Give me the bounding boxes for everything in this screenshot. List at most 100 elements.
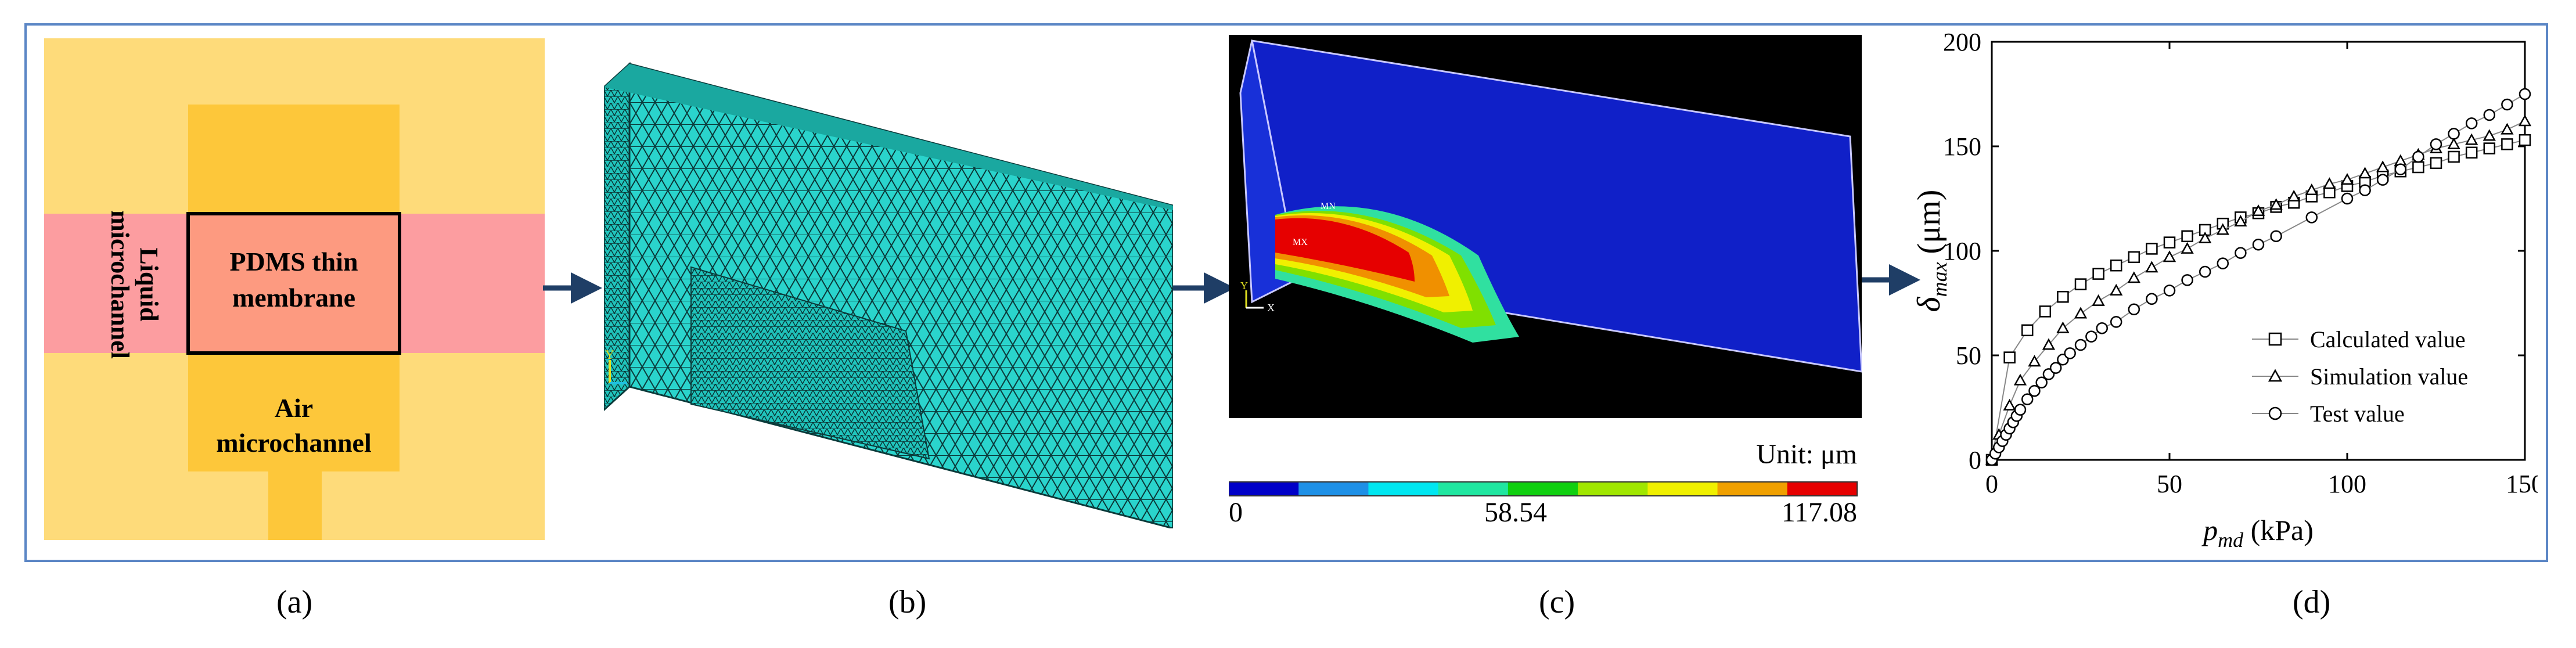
- data-point-square: [2483, 142, 2496, 154]
- triad-icon: Y: [605, 347, 627, 384]
- data-point-circle: [2181, 274, 2193, 286]
- data-point-circle: [2199, 265, 2211, 278]
- air-label-line1: Air: [275, 393, 313, 423]
- data-point-triangle: [2501, 123, 2514, 135]
- data-point-triangle: [2056, 321, 2070, 333]
- pdms-membrane-box: [186, 212, 401, 355]
- data-point-square: [2128, 251, 2140, 264]
- data-point-circle: [2341, 192, 2354, 205]
- series-line: [1991, 93, 2525, 460]
- data-point-square: [2519, 134, 2531, 146]
- panel-c-contour: MN MX Y X Unit: μm 0 58.54 117.08: [1228, 35, 1863, 546]
- data-point-triangle: [2358, 167, 2372, 179]
- data-point-circle: [2394, 163, 2407, 175]
- data-point-square: [2003, 351, 2016, 363]
- data-point-triangle: [2110, 283, 2123, 296]
- liquid-label-line2: microchannel: [106, 210, 134, 359]
- data-point-triangle: [2013, 373, 2027, 386]
- data-point-circle: [2085, 330, 2098, 343]
- x-tick-label: 50: [2157, 470, 2182, 498]
- data-point-square: [2021, 324, 2034, 337]
- x-tick-label: 0: [1985, 470, 1998, 498]
- series-line: [1991, 139, 2525, 460]
- data-point-circle: [2465, 117, 2478, 129]
- data-point-circle: [2110, 316, 2122, 328]
- data-point-square: [2412, 161, 2424, 174]
- overlap-region: [188, 214, 400, 353]
- data-point-square: [2074, 278, 2087, 290]
- y-tick-label: 200: [1943, 28, 1981, 56]
- data-point-triangle: [2216, 223, 2229, 235]
- liquid-label-line1: Liquid: [135, 247, 163, 321]
- data-point-triangle: [2127, 271, 2140, 283]
- mx-marker: MX: [1293, 237, 1308, 247]
- data-point-triangle: [2340, 173, 2354, 185]
- x-axis-label: pmd (kPa): [2201, 514, 2314, 552]
- data-point-circle: [2448, 128, 2460, 140]
- data-point-triangle: [2518, 114, 2532, 127]
- series-triangle: [1985, 114, 2532, 465]
- mesh-refined-region: [690, 266, 930, 460]
- scale-mid-label: 58.54: [1484, 497, 1547, 528]
- panel-b-mesh: Y: [604, 62, 1173, 528]
- data-point-square: [2268, 332, 2282, 346]
- legend-entry: Calculated value: [2310, 326, 2466, 352]
- color-scale-bar: [1228, 481, 1858, 496]
- data-point-circle: [2412, 150, 2424, 163]
- data-point-circle: [2021, 393, 2034, 405]
- data-point-circle: [2270, 230, 2282, 243]
- data-point-circle: [2074, 339, 2087, 351]
- deformation-contour: [1275, 206, 1519, 343]
- data-point-triangle: [2376, 160, 2390, 172]
- data-point-triangle: [2181, 242, 2194, 254]
- series-circle: [1985, 88, 2531, 466]
- data-point-circle: [2146, 293, 2158, 305]
- y-tick-label: 150: [1943, 132, 1981, 161]
- data-point-circle: [2014, 404, 2027, 416]
- color-scale-swatch: [1508, 482, 1578, 496]
- data-point-square: [2181, 230, 2193, 243]
- data-point-triangle: [2305, 183, 2318, 196]
- data-point-circle: [2049, 362, 2062, 374]
- plot-frame: [1991, 41, 2526, 461]
- membrane-label-line1: PDMS thin: [229, 247, 358, 276]
- y-axis-label: δmax (μm): [1911, 190, 1951, 312]
- data-point-triangle: [2199, 231, 2212, 243]
- mn-marker: MN: [1321, 201, 1336, 211]
- data-point-square: [2430, 157, 2442, 170]
- data-point-square: [2501, 138, 2513, 150]
- scale-min-label: 0: [1229, 497, 1243, 528]
- y-tick-label: 0: [1969, 446, 1981, 474]
- color-scale-swatch: [1229, 482, 1299, 496]
- color-scale-border: [1228, 481, 1858, 496]
- data-point-square: [2092, 268, 2104, 280]
- color-scale-swatch: [1298, 482, 1369, 496]
- data-point-circle: [2430, 138, 2442, 150]
- data-point-triangle: [2323, 177, 2336, 189]
- air-label-line2: microchannel: [216, 428, 371, 458]
- data-point-square: [2465, 146, 2478, 159]
- color-scale-swatch: [1787, 482, 1858, 496]
- panel-a-schematic: Liquid microchannel PDMS thin membrane A…: [44, 38, 545, 540]
- membrane-label-line2: membrane: [232, 283, 355, 312]
- x-tick-label: 100: [2328, 470, 2366, 498]
- figure-frame: [24, 23, 2548, 562]
- panel-d-chart: 0 50 100 150 0 50 100 150 200 Calculated value Sim…: [1911, 28, 2538, 552]
- data-point-triangle: [2269, 198, 2283, 210]
- y-tick-label: 50: [1956, 341, 1981, 370]
- data-point-circle: [2483, 109, 2496, 121]
- contour-plot: MN MX Y X Unit: μm 0 58.54 117.08: [1228, 35, 1863, 528]
- mesh-top-edge: [604, 64, 1173, 210]
- data-point-triangle: [2234, 215, 2247, 227]
- panel-label-d: (d): [2293, 584, 2331, 620]
- scale-max-label: 117.08: [1782, 497, 1857, 528]
- data-point-square: [2110, 259, 2122, 272]
- color-scale-swatch: [1717, 482, 1788, 496]
- data-point-circle: [2035, 376, 2048, 389]
- data-point-triangle: [2092, 294, 2105, 306]
- y-tick-label: 100: [1943, 237, 1981, 265]
- data-point-circle: [2064, 347, 2076, 359]
- data-point-circle: [2096, 322, 2108, 334]
- chart-legend: Calculated value Simulation value Test val…: [2252, 326, 2468, 427]
- data-point-circle: [2128, 303, 2140, 316]
